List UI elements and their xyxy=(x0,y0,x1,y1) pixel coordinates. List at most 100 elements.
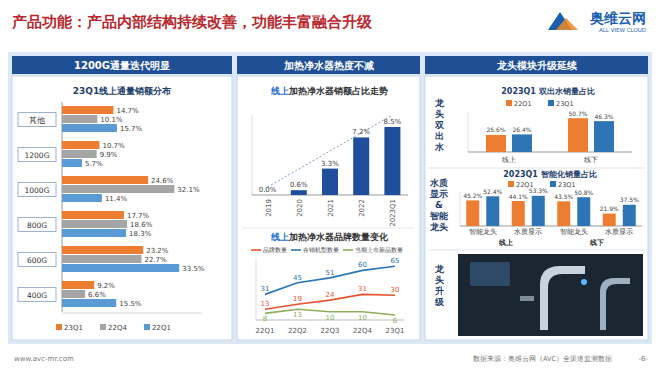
side-label-line: 出 xyxy=(435,131,444,141)
tick-label: 水质显示 xyxy=(514,228,542,236)
data-label: 10.1% xyxy=(100,116,123,124)
photo-screen xyxy=(470,262,510,286)
data-label: 26.4% xyxy=(512,126,531,133)
bar xyxy=(322,169,338,195)
side-label-line: 水 xyxy=(434,142,445,152)
page-number: -6- xyxy=(638,355,648,363)
data-label: 15.7% xyxy=(120,125,143,133)
bar xyxy=(466,200,479,226)
axis-range-line xyxy=(252,115,253,195)
legend-text: 23Q1 xyxy=(556,100,574,108)
tick-label: 2022 xyxy=(358,199,366,217)
side-label: 水质显示&智能龙头 xyxy=(429,178,449,232)
tick-label: 智能龙头 xyxy=(469,228,497,236)
data-label: 25.6% xyxy=(486,126,505,133)
logo-en: ALL VIEW CLOUD xyxy=(599,27,646,33)
photo-faucet xyxy=(600,278,630,330)
data-label: 53.3% xyxy=(529,187,548,194)
panel-header xyxy=(425,56,648,74)
data-label: 9.2% xyxy=(97,282,115,290)
data-label: 51 xyxy=(326,269,335,277)
bar xyxy=(557,201,570,226)
legend-text: 在销机型数量 xyxy=(303,246,339,253)
plot-area xyxy=(486,118,614,152)
bar xyxy=(62,220,127,228)
panel-header xyxy=(12,56,232,74)
data-label: 0.6% xyxy=(290,181,308,189)
bar xyxy=(486,196,499,226)
side-label-line: 显示 xyxy=(429,189,448,199)
side-label-line: 双 xyxy=(434,120,445,130)
data-label: 10 xyxy=(358,314,367,322)
tick-label: 2023Q1 xyxy=(389,199,397,227)
data-label: 9.9% xyxy=(100,151,118,159)
data-label: 50.7% xyxy=(568,110,587,117)
bar xyxy=(577,197,590,226)
tick-label: 智能龙头 xyxy=(560,228,588,236)
data-label: 15.5% xyxy=(119,300,142,308)
bar xyxy=(62,150,97,158)
side-label-line: 水质 xyxy=(429,178,448,188)
data-label: 45.2% xyxy=(463,192,482,199)
side-label-line: 头 xyxy=(435,275,444,285)
bar xyxy=(62,159,82,167)
chart-title: 2023Q1 双出水销量占比 xyxy=(501,87,594,96)
side-label-line: 级 xyxy=(434,297,445,307)
chart-title: 线上加热净水器品牌数量变化 xyxy=(270,232,389,242)
category-box xyxy=(18,113,56,127)
panel-bg xyxy=(8,52,652,344)
data-label: 7.2% xyxy=(352,128,370,136)
legend-text: 22Q4 xyxy=(108,324,127,332)
axis-range-line xyxy=(460,192,461,226)
data-label: 0.0% xyxy=(259,186,277,194)
data-label: 31 xyxy=(358,285,367,293)
legend-swatch xyxy=(100,324,106,330)
product-photo xyxy=(458,254,643,336)
data-label: 8 xyxy=(263,315,267,323)
side-label-line: 头 xyxy=(435,109,444,119)
legend-swatch xyxy=(56,324,62,330)
side-label-line: 龙头 xyxy=(429,222,448,232)
slide: 产品功能：产品内部结构持续改善，功能丰富融合升级奥维云网ALL VIEW CLO… xyxy=(0,0,660,372)
plot-area xyxy=(268,115,401,195)
legend-swatch xyxy=(550,181,556,187)
data-label: 13 xyxy=(293,311,302,319)
legend-swatch xyxy=(548,100,554,106)
data-label: 46.3% xyxy=(594,113,613,120)
bar xyxy=(62,264,179,272)
data-label: 43.5% xyxy=(554,193,573,200)
bar xyxy=(594,121,614,152)
tick-label: 23Q1 xyxy=(386,327,405,335)
tick-label: 2019 xyxy=(265,199,273,217)
bar xyxy=(62,229,126,237)
tick-label: 22Q1 xyxy=(256,327,275,335)
panel-header xyxy=(237,56,420,74)
data-label: 22.7% xyxy=(144,256,167,264)
tick-label: 2020 xyxy=(296,199,304,217)
bar xyxy=(384,127,400,195)
bar xyxy=(62,141,99,149)
panel-body xyxy=(425,76,648,340)
legend-swatch xyxy=(251,249,261,251)
group-label: 线下 xyxy=(589,239,604,247)
photo-light xyxy=(581,279,587,285)
axis-range-line xyxy=(62,313,202,314)
legend-swatch xyxy=(144,324,150,330)
bar xyxy=(568,118,588,152)
bar xyxy=(62,246,143,254)
axis-range-line xyxy=(468,112,469,152)
legend-text: 22Q1 xyxy=(514,100,532,108)
data-label: 10 xyxy=(326,314,335,322)
tick-label: 800G xyxy=(27,221,47,230)
data-label: 23.2% xyxy=(146,247,169,255)
category-box xyxy=(18,288,56,302)
data-label: 8.5% xyxy=(384,118,402,126)
bar xyxy=(62,290,85,298)
bar xyxy=(291,190,307,195)
axis-range-line xyxy=(256,258,257,320)
side-label-line: 龙 xyxy=(434,98,445,108)
title-part: 加热净水器品牌数量变化 xyxy=(288,232,389,242)
category-box xyxy=(18,148,56,162)
panel-header-text: 龙头模块升级延续 xyxy=(496,60,578,71)
data-label: 17.7% xyxy=(127,212,150,220)
